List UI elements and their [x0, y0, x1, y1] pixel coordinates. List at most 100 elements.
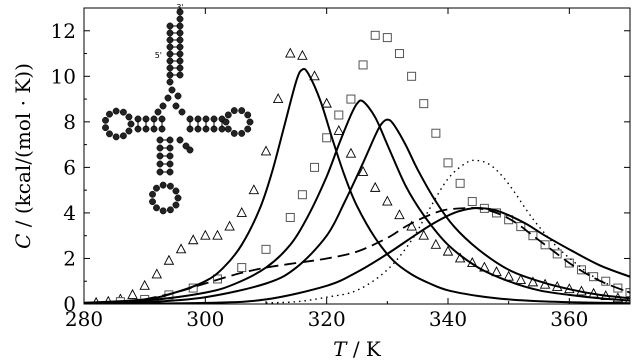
series-line-solid	[84, 99, 630, 304]
nucleotide	[178, 108, 186, 116]
nucleotide	[246, 118, 254, 126]
series-line-solid	[84, 67, 630, 304]
y-tick-label: 2	[63, 246, 76, 270]
square-point	[589, 272, 599, 282]
triangle-point	[163, 254, 175, 265]
nucleotide	[159, 181, 167, 189]
triangle-point	[515, 274, 527, 285]
x-tick-label: 300	[186, 307, 224, 331]
nucleotide	[112, 107, 120, 115]
triangle-point	[285, 47, 296, 58]
square-point	[407, 71, 417, 81]
square-point	[285, 212, 295, 222]
triangle-point	[139, 279, 150, 290]
three-prime-label: 3'	[176, 3, 183, 12]
nucleotide	[186, 146, 194, 154]
nucleotide	[230, 107, 238, 115]
triangle-point	[224, 220, 235, 231]
nucleotide	[106, 110, 113, 118]
nucleotide	[244, 125, 252, 133]
triangle-point	[321, 97, 332, 108]
series-line-dashed	[144, 207, 630, 301]
triangle-point	[127, 288, 138, 299]
triangle-point	[382, 195, 393, 206]
triangle-point	[333, 124, 345, 135]
nucleotide	[172, 187, 180, 195]
y-tick-label: 8	[63, 110, 76, 134]
nucleotide	[166, 206, 174, 214]
x-tick-label: 360	[550, 307, 588, 331]
x-tick-label: 280	[65, 307, 103, 331]
triangle-point	[442, 245, 454, 256]
series-line-solid	[84, 118, 630, 304]
square-point	[346, 94, 356, 104]
square-point	[467, 197, 477, 207]
triangle-point	[260, 145, 272, 156]
nucleotide	[222, 118, 230, 126]
triangle-point	[187, 234, 199, 245]
square-point	[334, 110, 344, 120]
square-point	[261, 244, 271, 254]
triangle-point	[297, 49, 308, 60]
five-prime-label: 5'	[155, 51, 162, 60]
triangle-point	[200, 229, 211, 240]
trna-inset: 3' 5'	[102, 3, 254, 215]
triangle-point	[369, 181, 381, 192]
nucleotide	[166, 78, 174, 86]
nucleotide	[102, 124, 109, 132]
square-point	[310, 162, 320, 172]
x-axis-label: T / K	[333, 337, 382, 361]
triangle-point	[212, 229, 223, 240]
square-point	[394, 49, 404, 59]
nucleotide	[172, 102, 180, 110]
nucleotide	[149, 190, 156, 198]
square-point	[528, 231, 538, 241]
triangle-point	[357, 165, 369, 176]
square-point	[516, 222, 526, 232]
nucleotide	[159, 207, 167, 215]
square-point	[443, 158, 453, 168]
nucleotide	[119, 132, 127, 140]
square-point	[297, 190, 307, 200]
square-point	[382, 33, 392, 43]
nucleotide	[244, 111, 252, 119]
triangle-point	[430, 238, 442, 249]
nucleotide	[106, 130, 113, 138]
y-tick-label: 10	[51, 64, 76, 88]
nucleotide	[174, 194, 182, 202]
nucleotide	[224, 125, 232, 133]
y-tick-label: 6	[63, 155, 76, 179]
nucleotide	[164, 94, 172, 102]
y-tick-label: 12	[51, 19, 76, 43]
triangle-point	[406, 220, 417, 231]
square-point	[358, 60, 368, 70]
nucleotide	[102, 116, 109, 124]
nucleotide	[238, 107, 246, 115]
nucleotide	[230, 129, 238, 137]
square-point	[431, 128, 441, 138]
square-point	[419, 99, 429, 109]
x-tick-label: 340	[429, 307, 467, 331]
nucleotide	[125, 113, 133, 121]
nucleotide	[176, 136, 184, 144]
nucleotide	[172, 201, 180, 209]
nucleotide	[125, 127, 133, 135]
series-line-solid	[84, 206, 630, 304]
square-point	[455, 178, 465, 188]
plot-frame	[83, 7, 631, 305]
nucleotide	[159, 102, 167, 110]
triangle-point	[394, 209, 405, 220]
triangle-point	[236, 206, 247, 217]
nucleotide	[153, 204, 160, 212]
series-line-dotted	[265, 159, 630, 304]
y-tick-label: 4	[63, 201, 76, 225]
triangle-point	[503, 270, 514, 281]
triangle-point	[151, 268, 163, 279]
nucleotide	[176, 15, 184, 23]
triangle-point	[309, 70, 320, 81]
triangle-point	[527, 276, 539, 287]
square-point	[322, 133, 332, 143]
nucleotide	[112, 133, 120, 141]
ticks-layer: 280 300 320 340 360 0 2 4 6 8 10 12	[51, 7, 631, 331]
